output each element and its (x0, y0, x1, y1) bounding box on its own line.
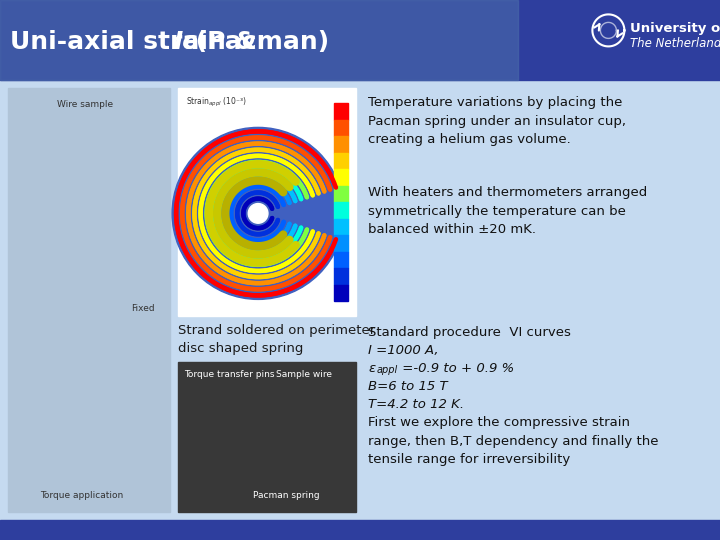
Bar (8, 88, 170, 512)
Bar (334, 285, 348, 301)
Bar (178, 88, 356, 316)
Text: The Netherlands: The Netherlands (631, 37, 720, 50)
Bar (178, 362, 356, 512)
Circle shape (172, 127, 344, 299)
Text: University of Twente: University of Twente (631, 22, 720, 35)
Text: Uni-axial strain &: Uni-axial strain & (10, 30, 265, 54)
Bar (334, 202, 348, 219)
Text: =-0.9 to + 0.9 %: =-0.9 to + 0.9 % (398, 362, 514, 375)
Text: Sample wire: Sample wire (276, 370, 332, 379)
Text: I =1000 A,: I =1000 A, (368, 344, 438, 357)
Text: First we explore the compressive strain
range, then B,T dependency and finally t: First we explore the compressive strain … (368, 416, 659, 466)
Text: Fixed: Fixed (131, 304, 155, 313)
Text: Strand soldered on perimeter
disc shaped spring: Strand soldered on perimeter disc shaped… (178, 324, 375, 355)
Text: Wire sample: Wire sample (57, 100, 113, 109)
Text: Torque transfer pins: Torque transfer pins (184, 370, 274, 379)
Text: Pacman spring: Pacman spring (253, 491, 320, 500)
Text: T=4.2 to 12 K.: T=4.2 to 12 K. (368, 398, 464, 411)
Bar (0, 520, 720, 540)
Text: Temperature variations by placing the
Pacman spring under an insulator cup,
crea: Temperature variations by placing the Pa… (368, 96, 626, 146)
Bar (0, 0, 720, 80)
Circle shape (248, 204, 268, 223)
Bar (334, 119, 348, 136)
Bar (0, 80, 720, 520)
Text: Torque application: Torque application (40, 491, 124, 500)
Bar (178, 88, 356, 316)
Bar (0, 0, 518, 80)
Bar (334, 219, 348, 235)
Bar (334, 103, 348, 119)
Text: ε: ε (368, 362, 375, 375)
Bar (8, 88, 170, 512)
Bar (178, 362, 356, 512)
Text: appl: appl (377, 365, 398, 375)
Text: Ic: Ic (174, 30, 197, 54)
Text: With heaters and thermometers arranged
symmetrically the temperature can be
bala: With heaters and thermometers arranged s… (368, 186, 647, 236)
Text: Strain$_{appl}$ (10⁻³): Strain$_{appl}$ (10⁻³) (186, 96, 247, 109)
Text: B=6 to 15 T: B=6 to 15 T (368, 380, 448, 393)
Bar (334, 152, 348, 169)
Bar (334, 186, 348, 202)
Bar (334, 136, 348, 152)
Bar (334, 252, 348, 268)
Bar (334, 235, 348, 252)
Bar (334, 268, 348, 285)
Text: (Pacman): (Pacman) (187, 30, 330, 54)
Bar (334, 169, 348, 186)
Text: Standard procedure  VI curves: Standard procedure VI curves (368, 326, 571, 339)
